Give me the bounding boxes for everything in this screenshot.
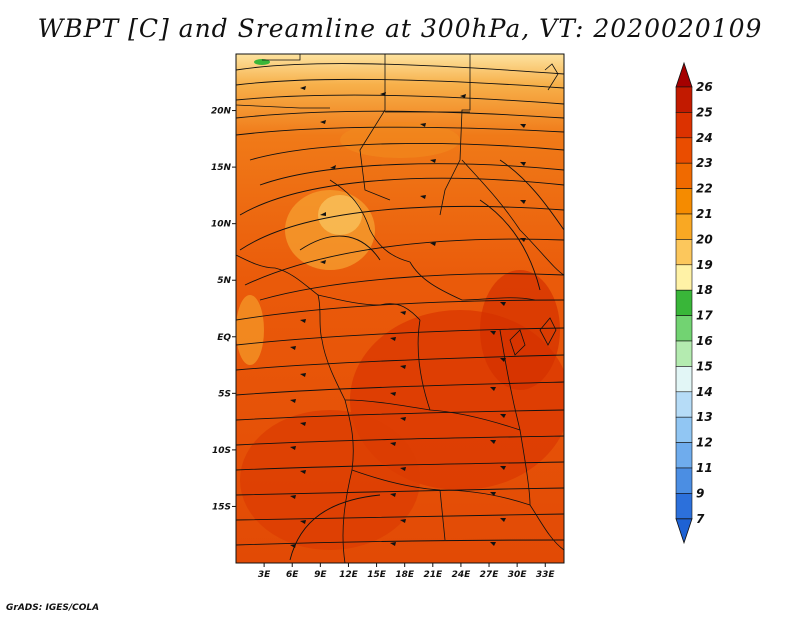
lon-tick-label: 12E <box>339 570 359 580</box>
lat-tick-label: 10N <box>211 220 232 230</box>
colorbar: 26 25 24 23 22 21 20 19 18 17 16 15 14 13 12 11 9 7 <box>675 61 713 545</box>
colorbar-label: 21 <box>696 207 713 221</box>
colorbar-label: 20 <box>696 232 713 246</box>
lon-tick-label: 3E <box>258 570 271 580</box>
colorbar-swatch <box>675 213 693 240</box>
colorbar-label: 18 <box>696 283 713 297</box>
lat-tick-label: 15N <box>211 163 232 173</box>
lon-tick-label: 15E <box>367 570 387 580</box>
colorbar-bottom-arrow <box>675 518 693 545</box>
map-title: WBPT [C] and Sreamline at 300hPa, VT: 20… <box>37 14 763 43</box>
colorbar-swatch <box>675 86 693 113</box>
lon-tick-label: 30E <box>508 570 528 580</box>
colorbar-label: 9 <box>696 486 704 500</box>
colorbar-label: 25 <box>696 105 713 119</box>
colorbar-swatch <box>675 289 693 316</box>
colorbar-swatch <box>675 442 693 469</box>
colorbar-label: 14 <box>696 385 713 399</box>
lat-tick-label: 5N <box>217 276 231 286</box>
lon-tick-label: 18E <box>395 570 415 580</box>
colorbar-swatch <box>675 162 693 189</box>
colorbar-swatch <box>675 239 693 266</box>
colorbar-label: 7 <box>696 512 705 526</box>
colorbar-swatch <box>675 137 693 164</box>
colorbar-label: 16 <box>696 334 713 348</box>
lon-tick-label: 24E <box>452 570 472 580</box>
longitude-axis: 3E 6E 9E 12E 15E 18E 21E 24E 27E 30E 33E <box>258 563 556 580</box>
green-patch <box>254 59 270 65</box>
lon-tick-label: 6E <box>286 570 299 580</box>
grads-credit: GrADS: IGES/COLA <box>6 603 100 613</box>
colorbar-swatch <box>675 391 693 418</box>
colorbar-swatch <box>675 416 693 443</box>
latitude-axis: 20N 15N 10N 5N EQ 5S 10S 15S <box>211 107 236 512</box>
lat-tick-label: 10S <box>212 446 231 456</box>
lon-tick-label: 33E <box>536 570 556 580</box>
lon-tick-label: 9E <box>314 570 327 580</box>
colorbar-label: 13 <box>696 410 713 424</box>
colorbar-label: 17 <box>696 309 713 323</box>
colorbar-swatch <box>675 112 693 139</box>
streamline-arrows <box>290 86 526 548</box>
colorbar-swatch <box>675 315 693 342</box>
lon-tick-label: 27E <box>480 570 500 580</box>
colorbar-label: 15 <box>696 359 713 373</box>
country-borders <box>236 54 564 563</box>
colorbar-swatch <box>675 188 693 215</box>
colorbar-swatch <box>675 493 693 520</box>
colorbar-swatch <box>675 264 693 291</box>
colorbar-label: 26 <box>696 80 713 94</box>
lat-tick-label: 20N <box>211 107 232 117</box>
colorbar-top-arrow <box>675 61 693 88</box>
colorbar-label: 12 <box>696 436 713 450</box>
colorbar-label: 11 <box>696 461 713 475</box>
lat-tick-label: 15S <box>212 502 231 512</box>
colorbar-swatch <box>675 467 693 494</box>
lon-tick-label: 21E <box>423 570 443 580</box>
colorbar-label: 24 <box>696 131 713 145</box>
lat-tick-label: 5S <box>218 389 231 399</box>
colorbar-label: 22 <box>696 182 713 196</box>
colorbar-swatch <box>675 340 693 367</box>
map-frame <box>235 53 565 564</box>
colorbar-label: 19 <box>696 258 713 272</box>
colorbar-swatch <box>675 366 693 393</box>
colorbar-label: 23 <box>696 156 713 170</box>
lat-tick-label: EQ <box>217 333 231 343</box>
